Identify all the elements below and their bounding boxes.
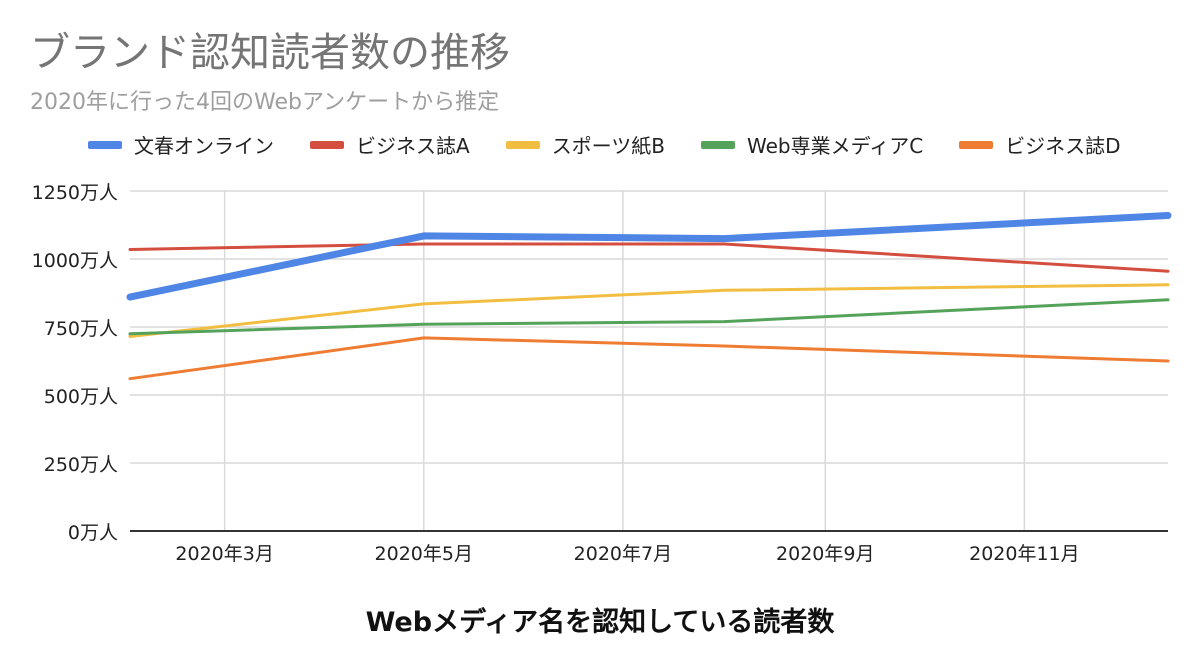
y-tick-label: 500万人 [44, 386, 118, 408]
series-line [128, 298, 1170, 336]
legend-label: ビジネス誌A [356, 134, 470, 158]
series-line [128, 336, 1170, 381]
y-tick-label: 0万人 [68, 522, 118, 544]
chart-subtitle: 2020年に行った4回のWebアンケートから推定 [30, 90, 500, 115]
chart-title: ブランド認知読者数の推移 [30, 30, 510, 76]
x-tick-label: 2020年11月 [969, 543, 1080, 565]
x-tick-label: 2020年5月 [375, 543, 473, 565]
legend-swatch [701, 140, 736, 149]
legend-label: Web専業メディアC [747, 134, 924, 158]
legend-swatch [959, 140, 994, 149]
x-axis-title: Webメディア名を認知している読者数 [365, 607, 835, 638]
legend-swatch [505, 140, 540, 149]
y-tick-label: 750万人 [44, 318, 118, 340]
series-line [128, 242, 1170, 273]
legend-label: スポーツ紙B [551, 134, 666, 158]
legend-label: 文春オンライン [134, 134, 274, 158]
y-tick-label: 250万人 [44, 454, 118, 476]
y-tick-label: 1250万人 [32, 182, 118, 204]
legend-item[interactable]: スポーツ紙B [505, 130, 666, 159]
x-tick-label: 2020年9月 [776, 543, 874, 565]
legend-item[interactable]: ビジネス誌D [959, 130, 1121, 159]
series-line [128, 283, 1170, 338]
legend-swatch [310, 140, 344, 149]
legend-swatch [88, 140, 122, 149]
legend: 文春オンライン ビジネス誌A スポーツ紙B Web専業メディアC ビジネス誌D [88, 130, 1121, 159]
x-tick-label: 2020年3月 [175, 543, 273, 565]
legend-item[interactable]: ビジネス誌A [310, 130, 470, 159]
legend-item[interactable]: Web専業メディアC [701, 130, 923, 159]
x-tick-label: 2020年7月 [574, 543, 672, 565]
series-line [126, 212, 1172, 301]
y-tick-label: 1000万人 [32, 250, 118, 272]
legend-label: ビジネス誌D [1005, 134, 1121, 158]
legend-item[interactable]: 文春オンライン [88, 130, 274, 159]
